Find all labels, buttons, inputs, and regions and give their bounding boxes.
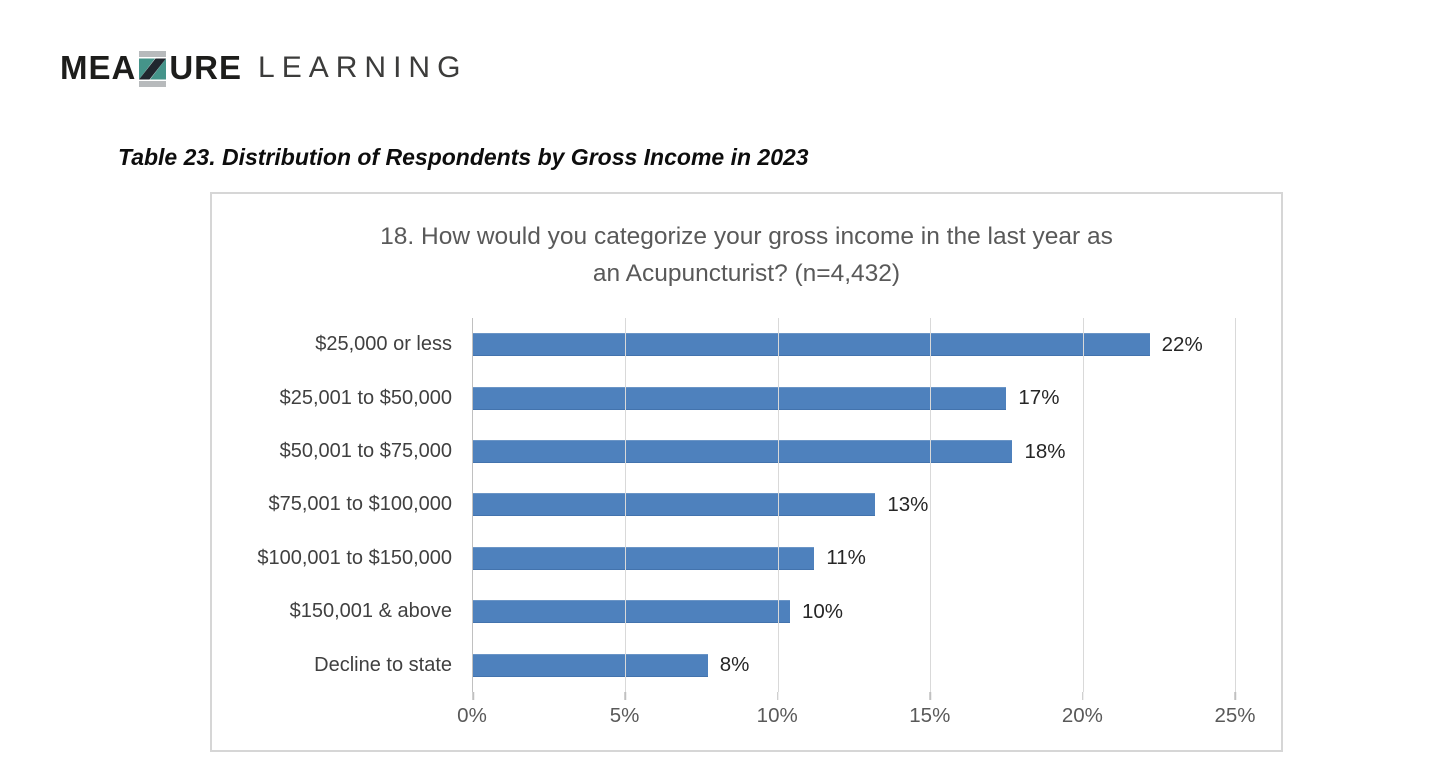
gridline: [1082, 318, 1084, 692]
value-label: 17%: [1018, 386, 1060, 410]
bar: [473, 600, 790, 624]
axis-tick: [1081, 692, 1084, 700]
category-label: $150,001 & above: [289, 600, 452, 623]
gridline: [625, 318, 627, 692]
logo-text-mea: MEA: [60, 49, 137, 86]
value-label: 8%: [719, 653, 750, 677]
bar: [473, 333, 1150, 357]
plot-area: 22% 17% 18% 13% 11% 10% 8%: [472, 318, 1236, 700]
chart-row: 13%: [473, 478, 1235, 531]
value-label: 13%: [887, 492, 929, 516]
category-label: $100,001 to $150,000: [257, 546, 452, 569]
meazure-learning-logo: MEA URE LEARNING: [60, 48, 467, 88]
chart-row: 18%: [473, 425, 1235, 478]
bar-chart: $25,000 or less $25,001 to $50,000 $50,001…: [212, 318, 1236, 700]
chart-title-line1: 18. How would you categorize your gross …: [380, 223, 1113, 250]
logo-text-learning: LEARNING: [258, 51, 468, 84]
axis-tick: [777, 692, 779, 700]
category-label: $25,000 or less: [315, 333, 452, 356]
bar: [473, 386, 1007, 410]
bar-rows: 22% 17% 18% 13% 11% 10% 8%: [473, 318, 1235, 692]
gridline: [1235, 318, 1236, 692]
axis-tick-label: 0%: [457, 704, 487, 727]
gridline: [777, 318, 779, 692]
bar: [473, 653, 708, 677]
bar: [473, 493, 876, 517]
category-label: $75,001 to $100,000: [268, 493, 452, 516]
axis-tick: [1234, 692, 1236, 700]
chart-row: 17%: [473, 371, 1235, 424]
axis-tick: [472, 692, 474, 700]
chart-card: 18. How would you categorize your gross …: [210, 192, 1283, 752]
value-label: 10%: [801, 599, 844, 623]
chart-title-line2: an Acupuncturist? (n=4,432): [592, 260, 901, 287]
x-axis-labels: 0% 5% 10% 15% 20% 25%: [457, 704, 1255, 734]
gridline: [930, 318, 932, 692]
value-label: 22%: [1161, 332, 1203, 356]
chart-row: 8%: [473, 639, 1235, 692]
value-label: 18%: [1024, 439, 1066, 463]
axis-tick-label: 25%: [1214, 704, 1256, 727]
logo-text-ure: URE: [169, 49, 243, 86]
meazure-z-icon: [139, 51, 167, 87]
bar: [473, 440, 1013, 464]
bar: [473, 546, 815, 570]
chart-row: 10%: [473, 585, 1235, 638]
value-label: 11%: [826, 546, 866, 570]
axis-tick: [929, 692, 931, 700]
category-labels: $25,000 or less $25,001 to $50,000 $50,001…: [212, 318, 472, 692]
axis-tick-label: 5%: [609, 704, 640, 727]
category-label: $25,001 to $50,000: [279, 386, 452, 409]
chart-row: 11%: [473, 532, 1235, 585]
chart-title: 18. How would you categorize your gross …: [212, 218, 1281, 292]
table-caption: Table 23. Distribution of Respondents by…: [118, 144, 809, 170]
chart-row: 22%: [473, 318, 1235, 371]
axis-tick: [624, 692, 627, 700]
axis-tick-label: 10%: [756, 704, 798, 727]
axis-tick-label: 15%: [909, 704, 951, 727]
category-label: Decline to state: [314, 653, 452, 676]
axis-tick-label: 20%: [1061, 704, 1103, 727]
category-label: $50,001 to $75,000: [279, 440, 452, 463]
